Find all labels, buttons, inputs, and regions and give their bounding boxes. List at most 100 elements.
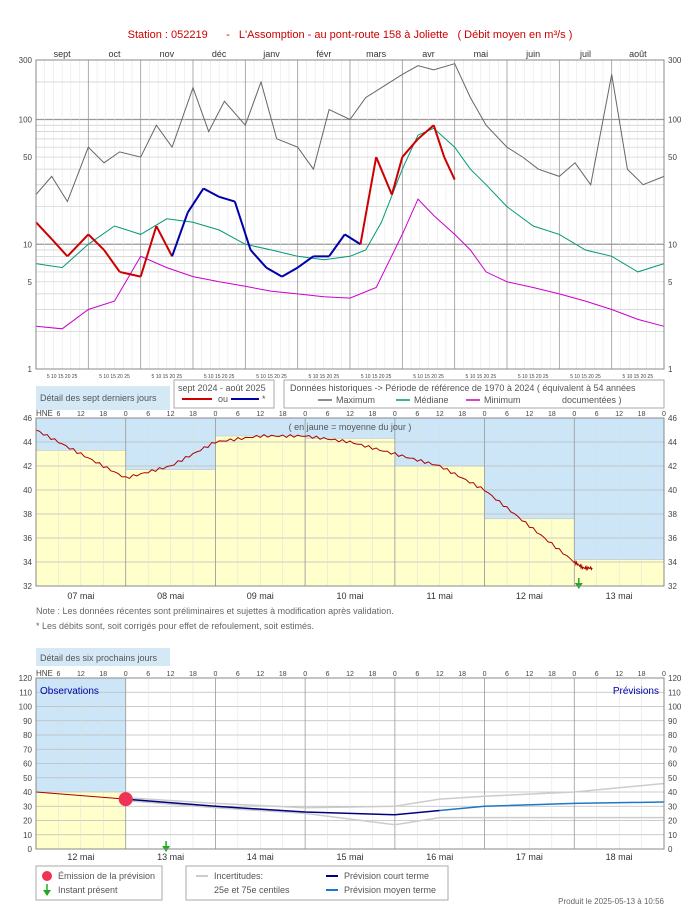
percentile-25-line — [125, 799, 664, 826]
emission-label: Émission de la prévision — [58, 871, 155, 881]
day-label: 12 mai — [516, 591, 543, 601]
y-tick-right: 38 — [668, 510, 677, 519]
day-tick-labels: 5 10 15 20 25 — [570, 374, 601, 380]
percentiles-label: 25e et 75e centiles — [214, 885, 290, 895]
uncertainty-label: Incertitudes: — [214, 871, 263, 881]
y-tick-left: 80 — [23, 731, 32, 740]
hour-tick-label: 18 — [369, 671, 377, 678]
day-tick-labels: 5 10 15 20 25 — [99, 374, 130, 380]
y-tick-left: 0 — [28, 845, 33, 854]
forecast-panel-lines — [35, 782, 665, 852]
legend-historical-label: Données historiques -> Période de référe… — [290, 383, 636, 393]
y-tick-left: 42 — [23, 462, 32, 471]
hour-tick-label: 6 — [595, 411, 599, 418]
hour-tick-label: 18 — [638, 671, 646, 678]
hour-tick-label: 18 — [279, 671, 287, 678]
y-tick-left: 110 — [19, 688, 32, 697]
y-tick-left: 50 — [23, 774, 32, 783]
y-tick-left: 300 — [19, 56, 33, 65]
hour-tick-label: 0 — [303, 411, 307, 418]
month-label: juil — [579, 49, 591, 59]
corrected-flow-segment — [218, 195, 236, 203]
forecast-panel-labels: 12 mai 6 12 18 0 13 mai 6 12 18 0 14 mai 6 12 18 0 15 m… — [19, 671, 682, 862]
month-label: janv — [262, 49, 280, 59]
percentile-75-line — [125, 782, 665, 809]
day-label: 17 mai — [516, 852, 543, 862]
hour-tick-label: 18 — [548, 671, 556, 678]
corrected-flow-segment — [265, 266, 283, 278]
hour-tick-label: 18 — [369, 411, 377, 418]
hour-tick-label: 18 — [458, 671, 466, 678]
observations-label: Observations — [40, 686, 99, 697]
y-tick-right: 20 — [668, 817, 677, 826]
y-tick-right: 40 — [668, 788, 677, 797]
seven-day-panel-frame — [35, 417, 665, 587]
day-tick-labels: 5 10 15 20 25 — [361, 374, 392, 380]
y-tick-right: 10 — [668, 831, 677, 840]
y-tick-right: 36 — [668, 534, 677, 543]
day-label: 13 mai — [157, 852, 184, 862]
y-tick-right: 60 — [668, 760, 677, 769]
detail-six-days-label: Détail des six prochains jours — [40, 653, 158, 663]
hour-tick-label: 6 — [236, 411, 240, 418]
y-tick-left: 70 — [23, 745, 32, 754]
y-tick-right: 5 — [668, 278, 673, 287]
y-tick-left: 5 — [28, 278, 33, 287]
hour-tick-label: 6 — [326, 671, 330, 678]
hour-tick-label: 6 — [505, 411, 509, 418]
hour-tick-label: 18 — [279, 411, 287, 418]
annual-panel-grid — [35, 59, 665, 370]
legend-median-label: Médiane — [414, 395, 449, 405]
short-term-forecast-line — [125, 798, 440, 816]
annual-panel-lines — [35, 63, 665, 330]
y-tick-left: 32 — [23, 582, 32, 591]
legend-documented-label: documentées ) — [562, 395, 622, 405]
y-tick-right: 50 — [668, 774, 677, 783]
hour-tick-label: 12 — [346, 671, 354, 678]
forecast-legend-box-2 — [185, 865, 449, 901]
hour-tick-label: 6 — [595, 671, 599, 678]
observed-flow-segment — [375, 156, 393, 196]
observed-flow-segment — [390, 156, 404, 195]
month-label: août — [629, 49, 647, 59]
hour-tick-label: 6 — [56, 671, 60, 678]
legend-historical-box — [283, 379, 665, 409]
corrected-flow-segment — [171, 212, 189, 257]
y-tick-left: 20 — [23, 817, 32, 826]
day-label: 11 mai — [427, 591, 453, 601]
hour-tick-label: 6 — [326, 411, 330, 418]
emission-marker-icon — [118, 792, 133, 807]
observed-flow-segment — [103, 249, 121, 273]
hour-tick-label: 18 — [458, 411, 466, 418]
medium-term-label: Prévision moyen terme — [344, 885, 436, 895]
y-tick-right: 70 — [668, 745, 677, 754]
y-tick-left: 10 — [23, 831, 32, 840]
produced-footer: Produit le 2025-05-13 à 10:56 — [558, 897, 664, 906]
hour-tick-label: 12 — [526, 671, 534, 678]
observed-flow-segment — [139, 225, 158, 277]
day-tick-labels: 5 10 15 20 25 — [309, 374, 340, 380]
y-tick-left: 34 — [23, 558, 32, 567]
day-tick-labels: 5 10 15 20 25 — [466, 374, 497, 380]
y-tick-left: 38 — [23, 510, 32, 519]
median-series — [35, 127, 665, 273]
hour-tick-label: 0 — [662, 671, 666, 678]
month-label: avr — [422, 49, 435, 59]
y-tick-left: 100 — [19, 116, 33, 125]
yellow-mean-note: ( en jaune = moyenne du jour ) — [289, 422, 412, 432]
hour-tick-label: 6 — [415, 671, 419, 678]
hour-tick-label: 6 — [146, 671, 150, 678]
y-tick-right: 300 — [668, 56, 682, 65]
hour-tick-label: 18 — [638, 411, 646, 418]
day-label: 09 mai — [247, 591, 274, 601]
note-preliminary: Note : Les données récentes sont prélimi… — [36, 606, 394, 616]
y-tick-right: 100 — [668, 116, 682, 125]
day-tick-labels: 5 10 15 20 25 — [623, 374, 654, 380]
hour-tick-label: 0 — [572, 411, 576, 418]
y-tick-right: 1 — [668, 365, 673, 374]
present-arrow-icon — [43, 884, 51, 896]
day-tick-labels: 5 10 15 20 25 — [518, 374, 549, 380]
hour-tick-label: 12 — [526, 411, 534, 418]
detail-seven-days-label: Détail des sept derniers jours — [40, 393, 157, 403]
